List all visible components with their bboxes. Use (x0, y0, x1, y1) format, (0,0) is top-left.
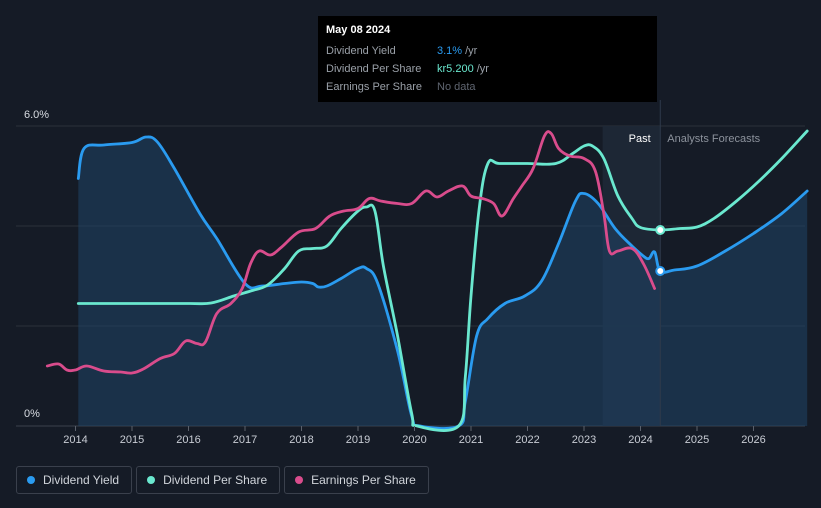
x-tick-label: 2014 (63, 434, 87, 446)
legend-label: Earnings Per Share (311, 473, 416, 487)
tooltip-unit: /yr (465, 45, 478, 57)
tooltip-value: 3.1% (437, 45, 463, 57)
hover-marker-dividend-yield (655, 266, 666, 276)
x-tick-label: 2016 (176, 434, 200, 446)
x-tick-label: 2024 (628, 434, 652, 446)
x-tick-label: 2019 (346, 434, 370, 446)
y-tick-top: 6.0% (24, 109, 50, 121)
legend-dot-icon (27, 476, 35, 484)
x-tick-label: 2025 (685, 434, 709, 446)
tooltip-label: Earnings Per Share (326, 81, 422, 93)
tooltip-row-earnings-per-share: Earnings Per Share No data (326, 78, 649, 96)
legend-dot-icon (295, 476, 304, 484)
hover-marker-dividend-per-share (655, 225, 666, 235)
x-tick-label: 2026 (741, 434, 765, 446)
series-line-dividend-yield (76, 135, 809, 430)
x-tick-label: 2015 (120, 434, 144, 446)
legend-label: Dividend Yield (43, 473, 120, 487)
x-tick-label: 2021 (459, 434, 483, 446)
legend: Dividend Yield Dividend Per Share Earnin… (16, 466, 429, 494)
past-region-label: Past (629, 133, 651, 145)
tooltip-row-dividend-yield: Dividend Yield 3.1% /yr (326, 42, 649, 60)
x-tick-label: 2017 (233, 434, 257, 446)
legend-earnings-per-share[interactable]: Earnings Per Share (284, 466, 429, 494)
tooltip-row-dividend-per-share: Dividend Per Share kr5.200 /yr (326, 60, 649, 78)
tooltip-label: Dividend Per Share (326, 63, 422, 75)
dividend-yield-area (78, 136, 808, 429)
legend-dot-icon (147, 476, 156, 484)
tooltip-value: No data (437, 81, 476, 93)
x-tick-label: 2018 (289, 434, 313, 446)
tooltip-date: May 08 2024 (326, 24, 391, 36)
x-tick-label: 2023 (572, 434, 596, 446)
legend-dividend-per-share[interactable]: Dividend Per Share (136, 466, 281, 494)
y-tick-bottom: 0% (24, 408, 40, 420)
tooltip-label: Dividend Yield (326, 45, 396, 57)
legend-label: Dividend Per Share (163, 473, 268, 487)
tooltip: May 08 2024 Dividend Yield 3.1% /yr Divi… (318, 16, 657, 102)
tooltip-unit: /yr (476, 63, 489, 75)
x-tick-label: 2020 (402, 434, 426, 446)
tooltip-value: kr5.200 (437, 63, 474, 75)
series-line-earnings-per-share (45, 130, 656, 375)
forecast-region-label: Analysts Forecasts (667, 133, 760, 145)
x-tick-label: 2022 (515, 434, 539, 446)
legend-dividend-yield[interactable]: Dividend Yield (16, 466, 133, 494)
